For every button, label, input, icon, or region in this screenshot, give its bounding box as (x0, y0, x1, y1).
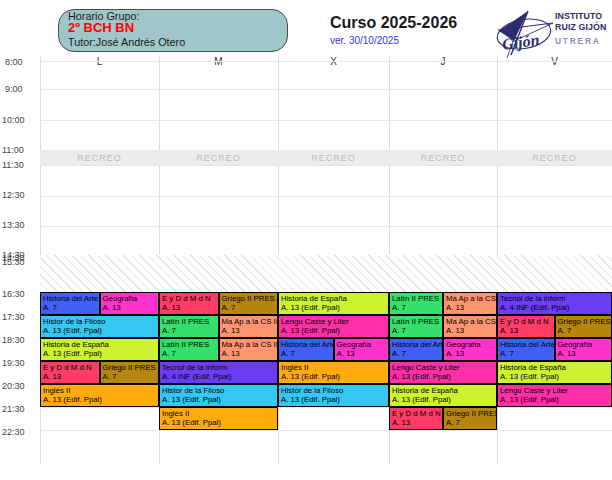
svg-text:Gijón: Gijón (501, 31, 541, 54)
